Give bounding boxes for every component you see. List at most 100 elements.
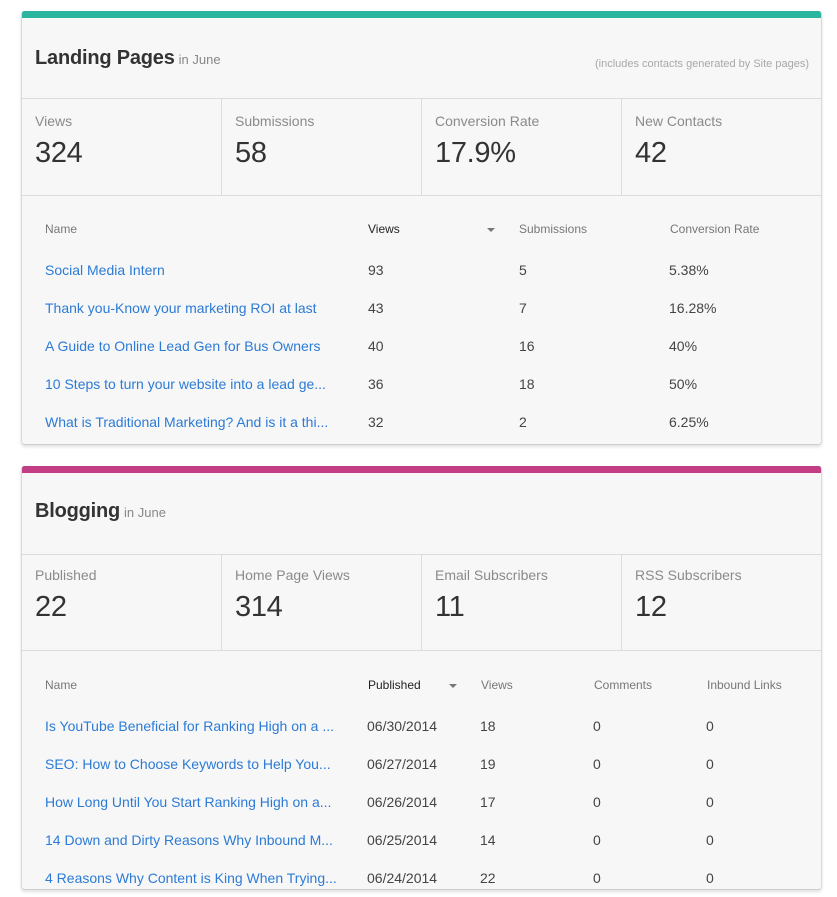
sort-caret-down-icon[interactable] [449, 684, 457, 688]
card-title-text: Blogging [35, 500, 121, 522]
stat-label: New Contacts [635, 113, 723, 129]
stat-value: 17.9% [435, 137, 516, 169]
stat-label: Submissions [235, 113, 315, 129]
landing-page-link[interactable]: What is Traditional Marketing? And is it… [45, 414, 329, 430]
table-row: SEO: How to Choose Keywords to Help You.… [22, 756, 821, 794]
blogging-card: Blogging in June Published 22 Home Page V… [21, 466, 822, 890]
views-cell: 19 [480, 756, 496, 772]
card-title-text: Landing Pages [35, 47, 175, 69]
inbound-links-cell: 0 [706, 794, 714, 810]
table-row: What is Traditional Marketing? And is it… [22, 414, 821, 444]
inbound-links-cell: 0 [706, 832, 714, 848]
stat-published: Published 22 [22, 555, 222, 650]
submissions-cell: 5 [519, 262, 527, 278]
stat-label: Conversion Rate [435, 113, 540, 129]
stat-label: Email Subscribers [435, 567, 548, 583]
landing-page-link[interactable]: Social Media Intern [45, 262, 165, 278]
inbound-links-cell: 0 [706, 756, 714, 772]
comments-cell: 0 [593, 832, 601, 848]
blogging-table: Name Published Views Comments Inbound Li… [22, 651, 821, 889]
inbound-links-cell: 0 [706, 718, 714, 734]
comments-cell: 0 [593, 794, 601, 810]
period-label: in June [124, 505, 166, 520]
table-row: Social Media Intern 93 5 5.38% [22, 262, 821, 300]
landing-page-link[interactable]: A Guide to Online Lead Gen for Bus Owner… [45, 338, 321, 354]
published-cell: 06/30/2014 [367, 718, 438, 734]
table-row: A Guide to Online Lead Gen for Bus Owner… [22, 338, 821, 376]
submissions-cell: 18 [519, 376, 535, 392]
landing-pages-card: Landing Pages in June (includes contacts … [21, 11, 822, 445]
column-header-name[interactable]: Name [45, 678, 78, 692]
comments-cell: 0 [593, 756, 601, 772]
stat-label: Home Page Views [235, 567, 350, 583]
stat-value: 42 [635, 137, 667, 169]
views-cell: 18 [480, 718, 496, 734]
table-row: 14 Down and Dirty Reasons Why Inbound M.… [22, 832, 821, 870]
stat-label: RSS Subscribers [635, 567, 742, 583]
conversion-rate-cell: 50% [669, 376, 698, 392]
views-cell: 14 [480, 832, 496, 848]
published-cell: 06/25/2014 [367, 832, 438, 848]
landing-page-link[interactable]: 10 Steps to turn your website into a lea… [45, 376, 326, 392]
stat-value: 22 [35, 591, 67, 623]
views-cell: 93 [368, 262, 384, 278]
column-header-views[interactable]: Views [481, 678, 513, 692]
published-cell: 06/26/2014 [367, 794, 438, 810]
blog-post-link[interactable]: 14 Down and Dirty Reasons Why Inbound M.… [45, 832, 333, 848]
column-header-published[interactable]: Published [368, 678, 421, 692]
views-cell: 17 [480, 794, 496, 810]
inbound-links-cell: 0 [706, 870, 714, 886]
column-header-inbound-links[interactable]: Inbound Links [707, 678, 782, 692]
conversion-rate-cell: 5.38% [669, 262, 709, 278]
conversion-rate-cell: 6.25% [669, 414, 709, 430]
column-header-views[interactable]: Views [368, 222, 400, 236]
blog-post-link[interactable]: 4 Reasons Why Content is King When Tryin… [45, 870, 337, 886]
landing-pages-stats: Views 324 Submissions 58 Conversion Rate… [22, 99, 821, 196]
stat-value: 314 [235, 591, 283, 623]
stat-value: 324 [35, 137, 83, 169]
stat-rss-subscribers: RSS Subscribers 12 [622, 555, 821, 650]
table-row: How Long Until You Start Ranking High on… [22, 794, 821, 832]
column-header-comments[interactable]: Comments [594, 678, 653, 692]
stat-views: Views 324 [22, 99, 222, 195]
stat-new-contacts: New Contacts 42 [622, 99, 821, 195]
blog-post-link[interactable]: How Long Until You Start Ranking High on… [45, 794, 332, 810]
stat-submissions: Submissions 58 [222, 99, 422, 195]
column-header-name[interactable]: Name [45, 222, 78, 236]
stat-value: 58 [235, 137, 267, 169]
column-header-submissions[interactable]: Submissions [519, 222, 588, 236]
stat-label: Published [35, 567, 97, 583]
views-cell: 32 [368, 414, 384, 430]
blog-post-link[interactable]: Is YouTube Beneficial for Ranking High o… [45, 718, 334, 734]
table-row: Is YouTube Beneficial for Ranking High o… [22, 718, 821, 756]
stat-conversion-rate: Conversion Rate 17.9% [422, 99, 622, 195]
column-header-conversion-rate[interactable]: Conversion Rate [670, 222, 760, 236]
blogging-stats: Published 22 Home Page Views 314 Email S… [22, 555, 821, 651]
sort-caret-down-icon[interactable] [487, 228, 495, 232]
published-cell: 06/27/2014 [367, 756, 438, 772]
submissions-cell: 7 [519, 300, 527, 316]
table-row: Thank you-Know your marketing ROI at las… [22, 300, 821, 338]
views-cell: 43 [368, 300, 384, 316]
period-label: in June [178, 52, 221, 67]
submissions-cell: 2 [519, 414, 527, 430]
landing-pages-header: Landing Pages in June (includes contacts … [22, 18, 821, 99]
card-title: Blogging in June [35, 500, 166, 523]
conversion-rate-cell: 16.28% [669, 300, 717, 316]
table-row: 10 Steps to turn your website into a lea… [22, 376, 821, 414]
landing-pages-table: Name Views Submissions Conversion Rate S… [22, 196, 821, 444]
landing-page-link[interactable]: Thank you-Know your marketing ROI at las… [45, 300, 317, 316]
comments-cell: 0 [593, 718, 601, 734]
landing-pages-accent-bar [22, 11, 821, 18]
blog-post-link[interactable]: SEO: How to Choose Keywords to Help You.… [45, 756, 331, 772]
views-cell: 22 [480, 870, 496, 886]
header-note: (includes contacts generated by Site pag… [594, 58, 809, 70]
stat-value: 12 [635, 591, 667, 623]
stat-label: Views [35, 113, 73, 129]
stat-home-page-views: Home Page Views 314 [222, 555, 422, 650]
card-title: Landing Pages in June [35, 47, 221, 70]
comments-cell: 0 [593, 870, 601, 886]
views-cell: 36 [368, 376, 384, 392]
stat-value: 11 [435, 591, 465, 623]
published-cell: 06/24/2014 [367, 870, 438, 886]
